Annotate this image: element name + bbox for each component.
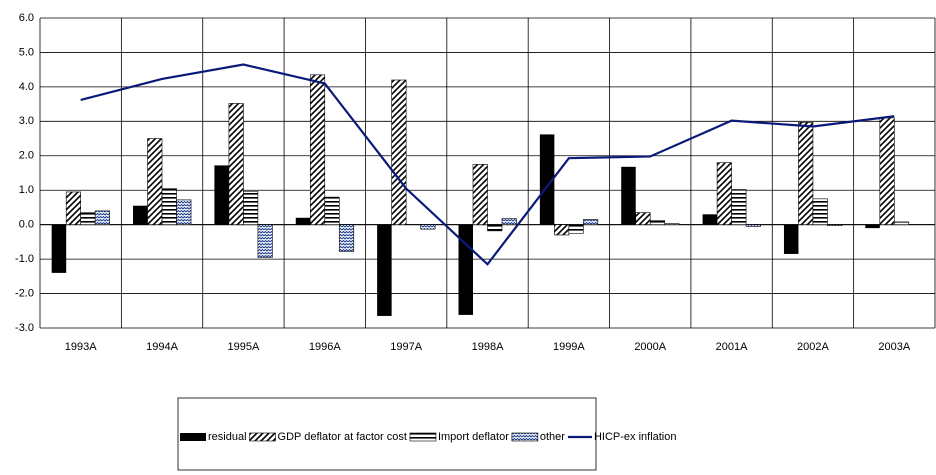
bar [487, 224, 503, 232]
bar [243, 190, 259, 225]
bar [94, 210, 110, 225]
x-tick-label: 2001A [716, 341, 748, 353]
x-tick-label: 2003A [878, 341, 910, 353]
legend-label: GDP deflator at factor cost [278, 431, 407, 443]
bar [865, 224, 880, 229]
x-tick-label: 2002A [797, 341, 829, 353]
bar [338, 224, 355, 252]
bar [309, 74, 326, 225]
bar [51, 224, 67, 273]
bar [324, 196, 340, 225]
bar [798, 122, 814, 225]
bar [812, 198, 828, 225]
bar [745, 224, 761, 227]
bar [228, 103, 244, 225]
legend-swatch [249, 432, 276, 442]
x-tick-label: 1997A [390, 341, 422, 353]
x-tick-label: 1996A [309, 341, 341, 353]
x-tick-label: 1999A [553, 341, 585, 353]
bar [731, 189, 747, 225]
bar [702, 214, 718, 225]
legend-swatch [180, 433, 206, 441]
bar [716, 162, 732, 225]
legend-label: other [540, 431, 565, 443]
bar [420, 224, 436, 230]
y-tick-label: -3.0 [15, 322, 34, 334]
bar [783, 224, 799, 254]
bar [554, 224, 570, 236]
bar [257, 224, 273, 258]
bar [649, 220, 666, 225]
x-tick-label: 2000A [634, 341, 666, 353]
bar [472, 164, 488, 225]
bar [161, 188, 177, 225]
bar [133, 205, 148, 225]
bar [621, 166, 636, 225]
bar [80, 212, 96, 225]
y-tick-label: -2.0 [15, 287, 34, 299]
legend-swatch [511, 432, 539, 442]
y-tick-label: 2.0 [19, 150, 34, 162]
bar [568, 224, 584, 234]
y-tick-label: 4.0 [19, 81, 34, 93]
legend-label: HICP-ex inflation [594, 431, 677, 443]
x-tick-label: 1998A [472, 341, 504, 353]
bar [827, 224, 843, 227]
y-tick-label: 1.0 [19, 184, 34, 196]
bar [583, 219, 599, 225]
x-tick-label: 1994A [146, 341, 178, 353]
x-tick-label: 1993A [65, 341, 97, 353]
bar [214, 165, 229, 225]
bar [176, 199, 192, 225]
bar [635, 212, 651, 225]
bar [894, 221, 910, 225]
x-tick-label: 1995A [228, 341, 260, 353]
bar [295, 217, 311, 225]
bar [377, 224, 392, 316]
bar [664, 223, 680, 225]
bar [147, 138, 163, 225]
bar [65, 191, 81, 225]
bar [539, 134, 555, 225]
bar [391, 79, 407, 225]
y-tick-label: 0.0 [19, 219, 34, 231]
legend-label: Import deflator [438, 431, 509, 443]
y-tick-label: 3.0 [19, 115, 34, 127]
bar [879, 117, 895, 225]
legend-label: residual [208, 431, 247, 443]
y-tick-label: 6.0 [19, 12, 34, 24]
bar [501, 218, 517, 225]
y-tick-label: 5.0 [19, 46, 34, 58]
legend-swatch [409, 432, 437, 442]
y-tick-label: -1.0 [15, 253, 34, 265]
line-series [80, 63, 895, 266]
